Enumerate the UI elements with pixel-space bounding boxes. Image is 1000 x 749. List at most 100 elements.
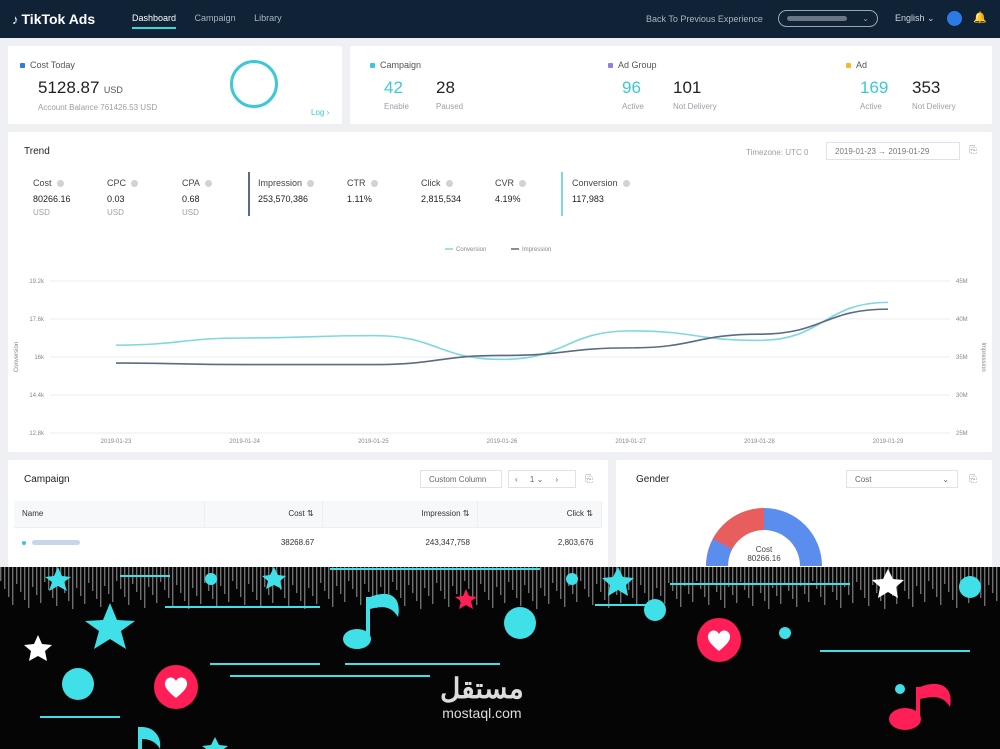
donut-center-label: Cost [755,545,773,554]
metric-name: CPC [107,178,139,188]
gender-metric-select[interactable]: Cost ⌄ [846,470,958,488]
help-icon[interactable] [519,180,527,188]
main-nav: Dashboard Campaign Library [132,13,298,29]
sort-icon[interactable]: ⇅ [307,509,314,519]
back-to-previous-link[interactable]: Back To Previous Experience [646,14,763,24]
campaign-enable-count[interactable]: 42 [384,78,403,97]
ad-active-count[interactable]: 169 [860,78,889,97]
chevron-down-icon[interactable]: ⌄ [536,475,544,484]
decorative-banner [0,567,1000,749]
mostaql-watermark: مستقل mostaql.com [440,672,524,721]
account-selector[interactable]: ⌄ [778,10,878,27]
custom-column-button[interactable]: Custom Column [420,470,502,488]
chevron-right-icon[interactable]: › [555,475,559,484]
blue-dot-icon [20,63,25,68]
ad-not-delivery-label: Not Delivery [912,102,956,111]
ad-group-active-count[interactable]: 96 [622,78,641,97]
metric-cost[interactable]: Cost 80266.16 USD [33,178,71,217]
help-icon[interactable] [204,180,212,188]
date-range-value: 2019-01-23 → 2019-01-29 [835,147,930,156]
col-cost[interactable]: Cost ⇅ [204,501,323,527]
sort-icon[interactable]: ⇅ [586,509,593,519]
metric-unit: USD [107,208,124,217]
music-note-icon [889,683,951,730]
metric-name: Cost [33,178,71,188]
y-tick-left: 12.8k [29,431,45,437]
star-icon [602,567,634,596]
avatar[interactable] [947,11,962,26]
export-icon[interactable]: ⎘ [969,474,977,485]
metric-unit: USD [182,208,199,217]
series-line-impression [115,308,889,366]
summary-card: Campaign 42 Enable 28 Paused Ad Group 96 Ac… [350,46,992,124]
conversion-selected-bar [561,172,563,216]
timezone-label: Timezone: UTC 0 [746,148,809,157]
metric-click[interactable]: Click 2,815,534 [421,178,461,208]
sort-icon[interactable]: ⇅ [462,509,470,519]
metric-value: 0.03 [107,194,125,204]
trend-card [8,132,992,452]
teal-dot-icon [370,63,375,68]
cost-today-value: 5128.87 [38,78,100,97]
metric-cpa[interactable]: CPA 0.68 USD [182,178,212,217]
help-icon[interactable] [622,180,630,188]
page-number[interactable]: 1 [529,475,535,484]
col-impression[interactable]: Impression ⇅ [322,501,479,527]
col-click[interactable]: Click ⇅ [477,501,602,527]
metric-value: 4.19% [495,194,521,204]
metric-value: 117,983 [572,194,604,204]
cost-ring [230,60,278,108]
x-tick: 2019-01-25 [358,439,389,445]
log-link[interactable]: Log › [311,108,330,117]
ad-group-active-label: Active [622,102,644,111]
campaign-summary-label: Campaign [380,60,422,70]
metric-cpc[interactable]: CPC 0.03 USD [107,178,139,217]
help-icon[interactable] [307,180,315,188]
help-icon[interactable] [131,180,139,188]
ad-group-not-delivery-count[interactable]: 101 [673,78,702,97]
metric-ctr[interactable]: CTR 1.11% [347,178,378,208]
music-note-icon [138,727,161,749]
chevron-left-icon[interactable]: ‹ [515,475,518,484]
tiktok-ads-logo[interactable]: ♪ TikTok Ads [12,11,96,27]
series-line-conversion [115,301,889,361]
x-tick: 2019-01-23 [101,439,132,445]
account-balance: Account Balance 761426.53 USD [38,103,158,112]
download-icon[interactable]: ⎘ [969,145,977,156]
metric-value: 1.11% [347,194,372,204]
metric-conversion[interactable]: Conversion 117,983 [572,178,630,208]
campaign-paused-count[interactable]: 28 [436,78,455,97]
help-icon[interactable] [370,180,378,188]
metric-value: 253,570,386 [258,194,309,204]
language-selector[interactable]: English ⌄ [895,13,935,23]
ad-not-delivery-count[interactable]: 353 [912,78,941,97]
impression-selected-bar [248,172,250,216]
campaign-name-cell[interactable] [14,526,204,557]
yellow-dot-icon [846,63,851,68]
metric-name: Conversion [572,178,630,188]
export-icon[interactable]: ⎘ [585,474,593,485]
donut-segment-unknown [706,539,732,566]
metric-impression[interactable]: Impression 253,570,386 [258,178,315,208]
bell-icon[interactable]: 🔔 [973,12,987,24]
x-tick: 2019-01-24 [229,439,260,445]
gender-title: Gender [636,474,670,485]
ad-summary-label: Ad [856,60,868,70]
nav-library[interactable]: Library [254,13,282,23]
date-range-picker[interactable]: 2019-01-23 → 2019-01-29 [826,142,960,160]
col-name[interactable]: Name [14,501,205,527]
watermark-arabic: مستقل [440,673,524,704]
help-icon[interactable] [445,180,453,188]
metric-name: CVR [495,178,527,188]
help-icon[interactable] [56,180,64,188]
donut-center-value: 80266.16 [747,554,781,563]
table-row[interactable]: 38268.67 243,347,758 2,803,676 [14,526,602,557]
heart-icon [154,665,198,709]
nav-campaign[interactable]: Campaign [194,13,236,23]
nav-dashboard[interactable]: Dashboard [132,13,177,29]
metric-cvr[interactable]: CVR 4.19% [495,178,527,208]
purple-dot-icon [608,63,613,68]
campaign-summary: Campaign 42 Enable 28 Paused [370,60,463,111]
chevron-down-icon: ⌄ [862,14,869,23]
ad-group-summary: Ad Group 96 Active 101 Not Delivery [608,60,717,111]
